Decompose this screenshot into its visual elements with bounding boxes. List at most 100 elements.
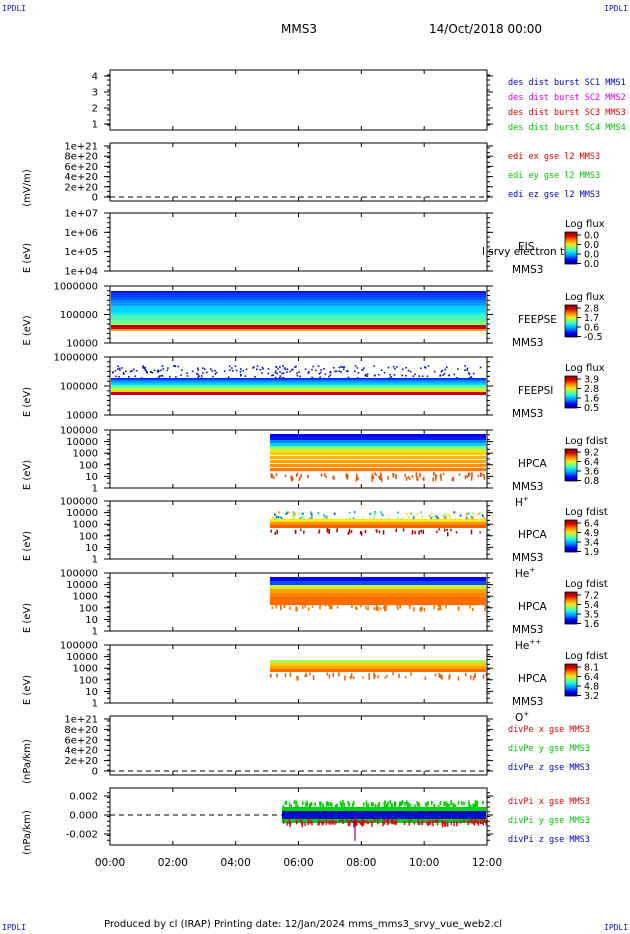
y-tick-label: 100000: [60, 641, 98, 652]
spectrogram-speckle: [468, 473, 471, 476]
series-divpi-y: [414, 804, 416, 809]
y-tick-label: 1: [92, 484, 98, 495]
y-tick-label: 4e+20: [64, 746, 98, 757]
spectrogram-speckle: [404, 676, 407, 679]
spectrogram-speckle: [443, 513, 446, 517]
spectrogram-speckle: [466, 475, 469, 478]
y-tick-label: 10000: [66, 437, 98, 448]
spectrogram-speckle: [166, 369, 169, 372]
spectrogram-speckle: [378, 530, 381, 534]
series-divpi-x: [437, 819, 439, 822]
spectrogram-speckle: [377, 373, 380, 376]
series-divpi-y: [322, 803, 324, 808]
spectrogram-speckle: [410, 672, 412, 676]
spectrogram-speckle: [324, 515, 327, 518]
spectrogram-speckle: [433, 605, 435, 610]
spectrogram-speckle: [347, 376, 350, 379]
spectrogram-speckle: [296, 374, 299, 377]
series-divpi-x: [477, 819, 479, 823]
series-divpi-y: [404, 801, 406, 806]
colorbar: [564, 663, 578, 697]
spectrogram-speckle: [319, 376, 321, 379]
series-divpi-x: [390, 819, 393, 824]
series-divpi-y: [473, 803, 476, 808]
colorbar-tick-label: 0.5: [584, 403, 599, 414]
series-divpi-y: [476, 800, 479, 805]
spectrogram-band: [111, 299, 486, 302]
spectrogram-band: [111, 379, 486, 382]
spectrogram-speckle: [373, 607, 376, 611]
spectrogram-speckle: [340, 371, 342, 373]
spectrogram-speckle: [447, 514, 450, 517]
spectrogram-speckle: [347, 370, 349, 373]
spectrogram-speckle: [438, 528, 440, 531]
spectrogram-band: [111, 383, 486, 386]
spectrogram-band: [270, 666, 486, 669]
spectrogram-speckle: [284, 474, 287, 477]
spectrogram-speckle: [173, 365, 175, 367]
spectrogram-speckle: [384, 676, 387, 679]
y-tick-label: 1: [92, 555, 98, 566]
series-divpi-x: [426, 821, 428, 825]
spectrogram-speckle: [360, 604, 362, 608]
spectrogram-speckle: [275, 366, 278, 368]
legend-entry: des dist burst SC2 MMS2: [508, 93, 626, 103]
colorbar-tick-label: 4.9: [584, 528, 599, 539]
corner-label-bottom-right: IPDLI: [604, 923, 629, 932]
spectrogram-speckle: [162, 368, 165, 370]
spectrogram-speckle: [451, 477, 454, 481]
series-divpi-x: [383, 819, 385, 824]
colorbar-title: Log flux: [565, 292, 605, 303]
series-divpi-y: [387, 801, 389, 806]
spectrogram-speckle: [114, 370, 117, 372]
spectrogram-speckle: [469, 515, 472, 518]
series-divpi-x: [450, 821, 452, 826]
spectrogram-band: [270, 460, 486, 464]
spectrogram-speckle: [466, 369, 468, 372]
spectrogram-band: [270, 456, 486, 460]
spectrogram-speckle: [387, 476, 389, 480]
colorbar-title: Log flux: [565, 219, 605, 230]
spectrogram-speckle: [357, 476, 359, 481]
spectrogram-speckle: [320, 369, 322, 371]
spectrogram-speckle: [275, 604, 277, 609]
y-tick-label: 0: [92, 193, 98, 204]
spectrogram-speckle: [440, 476, 442, 481]
series-divpi-y: [390, 803, 393, 808]
spectrogram-speckle: [295, 473, 298, 478]
spectrogram-speckle: [240, 373, 242, 376]
spectrogram-speckle: [411, 530, 414, 535]
spectrogram-speckle: [336, 529, 338, 533]
spectrogram-speckle: [366, 375, 369, 377]
spectrogram-speckle: [433, 370, 436, 373]
spectrogram-speckle: [343, 366, 346, 368]
spectrogram-speckle: [275, 517, 277, 520]
spectrogram-band: [270, 443, 486, 447]
series-divpi-x: [395, 819, 397, 826]
series-divpi-x: [346, 819, 348, 822]
y-axis-label: E (eV): [22, 460, 33, 490]
spectrogram-speckle: [338, 672, 340, 677]
spectrogram-speckle: [395, 528, 397, 533]
series-divpi-y: [326, 801, 328, 806]
spectrogram-speckle: [420, 529, 422, 533]
spectrogram-speckle: [253, 366, 255, 368]
spectrogram-speckle: [483, 474, 486, 480]
spectrogram-speckle: [318, 531, 320, 534]
spectrogram-speckle: [286, 368, 289, 370]
y-tick-label: 10000: [66, 580, 98, 591]
colorbar-tick-label: 0.0: [584, 259, 599, 270]
spectrogram-band: [270, 589, 486, 594]
species-label: O+: [515, 710, 529, 724]
spectrogram-speckle: [196, 367, 199, 370]
series-divpi-x: [476, 821, 479, 824]
spectrogram-speckle: [450, 528, 452, 532]
series-divpi-x: [362, 820, 365, 826]
colorbar-title: Log fdist: [565, 507, 608, 518]
spectrogram-speckle: [364, 374, 367, 377]
spectrogram-speckle: [444, 515, 447, 518]
spectrogram-speckle: [376, 606, 379, 612]
spectrogram-speckle: [156, 371, 159, 373]
spacecraft-label: MMS3: [512, 696, 543, 708]
spectrogram-speckle: [381, 512, 383, 515]
